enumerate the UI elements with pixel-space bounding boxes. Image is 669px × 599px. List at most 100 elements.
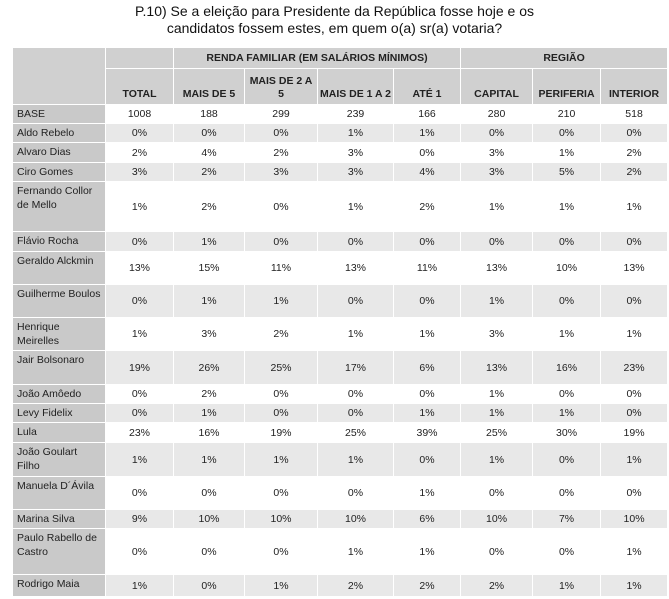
value-cell: 26%: [173, 350, 245, 385]
value-cell: 10%: [532, 251, 602, 285]
value-cell: 3%: [244, 162, 318, 182]
value-cell: 7%: [532, 509, 602, 529]
value-cell: 0%: [460, 123, 534, 143]
value-cell: 11%: [392, 251, 462, 285]
value-cell: 17%: [317, 350, 394, 385]
value-cell: 0%: [600, 123, 669, 143]
value-cell: 10%: [244, 509, 318, 529]
value-cell: 0%: [244, 528, 318, 575]
table-row: Paulo Rabello de Castro 0% 0% 0% 1% 1% 0% 0% 1%: [12, 528, 669, 575]
value-cell: 6%: [392, 350, 462, 385]
value-cell: 1%: [532, 142, 602, 163]
row-label: Fernando Collor de Mello: [12, 181, 106, 232]
value-cell: 0%: [532, 284, 602, 318]
value-cell: 16%: [173, 422, 245, 443]
row-label: Henrique Meirelles: [12, 317, 106, 351]
value-cell: 2%: [460, 574, 534, 597]
value-cell: 19%: [105, 350, 174, 385]
base-row: BASE 1008 188 299 239 166 280 210 518: [12, 104, 669, 124]
value-cell: 2%: [600, 142, 669, 163]
table-row: Levy Fidelix 0% 1% 0% 0% 1% 1% 1% 0%: [12, 403, 669, 423]
value-cell: 1%: [392, 476, 462, 510]
value-cell: 1%: [532, 403, 602, 423]
value-cell: 5%: [532, 162, 602, 182]
row-label: Marina Silva: [12, 509, 106, 529]
value-cell: 1%: [105, 317, 174, 351]
value-cell: 1%: [317, 181, 394, 232]
value-cell: 10%: [173, 509, 245, 529]
value-cell: 0%: [244, 403, 318, 423]
value-cell: 1%: [460, 442, 534, 477]
value-cell: 3%: [460, 142, 534, 163]
value-cell: 0%: [600, 231, 669, 252]
value-cell: 0%: [105, 476, 174, 510]
row-label: Levy Fidelix: [12, 403, 106, 423]
row-label: Paulo Rabello de Castro: [12, 528, 106, 575]
value-cell: 1%: [173, 231, 245, 252]
table-row: Alvaro Dias 2% 4% 2% 3% 0% 3% 1% 2%: [12, 142, 669, 163]
value-cell: 0%: [317, 284, 394, 318]
row-label: João Amôedo: [12, 384, 106, 404]
value-cell: 3%: [105, 162, 174, 182]
value-cell: 1%: [105, 442, 174, 477]
value-cell: 0%: [173, 574, 245, 597]
value-cell: 13%: [600, 251, 669, 285]
value-cell: 0%: [105, 528, 174, 575]
value-cell: 239: [317, 104, 394, 124]
value-cell: 25%: [460, 422, 534, 443]
value-cell: 0%: [317, 476, 394, 510]
value-cell: 1%: [105, 181, 174, 232]
value-cell: 1%: [392, 123, 462, 143]
value-cell: 1%: [460, 284, 534, 318]
table-row: Guilherme Boulos 0% 1% 1% 0% 0% 1% 0% 0%: [12, 284, 669, 318]
value-cell: 1%: [600, 317, 669, 351]
value-cell: 0%: [600, 476, 669, 510]
table-row: Henrique Meirelles 1% 3% 2% 1% 1% 3% 1% 1%: [12, 317, 669, 351]
value-cell: 0%: [317, 403, 394, 423]
value-cell: 0%: [173, 123, 245, 143]
table-row: Lula 23% 16% 19% 25% 39% 25% 30% 19%: [12, 422, 669, 443]
value-cell: 0%: [244, 476, 318, 510]
value-cell: 1%: [317, 123, 394, 143]
value-cell: 1%: [460, 403, 534, 423]
value-cell: 0%: [244, 181, 318, 232]
value-cell: 299: [244, 104, 318, 124]
value-cell: 6%: [392, 509, 462, 529]
column-header: MAIS DE 1 A 2: [317, 68, 394, 105]
empty-group-header: [105, 47, 174, 69]
row-label: Jair Bolsonaro: [12, 350, 106, 385]
value-cell: 1%: [244, 442, 318, 477]
value-cell: 19%: [600, 422, 669, 443]
value-cell: 166: [392, 104, 462, 124]
value-cell: 3%: [173, 317, 245, 351]
value-cell: 2%: [317, 574, 394, 597]
value-cell: 3%: [317, 162, 394, 182]
value-cell: 1%: [600, 528, 669, 575]
value-cell: 1%: [244, 574, 318, 597]
value-cell: 25%: [317, 422, 394, 443]
row-label: Flávio Rocha: [12, 231, 106, 252]
value-cell: 0%: [460, 231, 534, 252]
value-cell: 280: [460, 104, 534, 124]
value-cell: 1%: [600, 574, 669, 597]
value-cell: 2%: [392, 181, 462, 232]
value-cell: 39%: [392, 422, 462, 443]
value-cell: 13%: [460, 251, 534, 285]
value-cell: 2%: [173, 162, 245, 182]
value-cell: 2%: [105, 142, 174, 163]
value-cell: 1%: [173, 442, 245, 477]
value-cell: 30%: [532, 422, 602, 443]
value-cell: 0%: [317, 384, 394, 404]
value-cell: 23%: [600, 350, 669, 385]
value-cell: 4%: [392, 162, 462, 182]
value-cell: 0%: [532, 528, 602, 575]
value-cell: 0%: [392, 231, 462, 252]
value-cell: 1%: [392, 528, 462, 575]
value-cell: 9%: [105, 509, 174, 529]
value-cell: 13%: [460, 350, 534, 385]
value-cell: 210: [532, 104, 602, 124]
value-cell: 2%: [173, 384, 245, 404]
row-label: João Goulart Filho: [12, 442, 106, 477]
value-cell: 0%: [392, 142, 462, 163]
value-cell: 0%: [600, 403, 669, 423]
